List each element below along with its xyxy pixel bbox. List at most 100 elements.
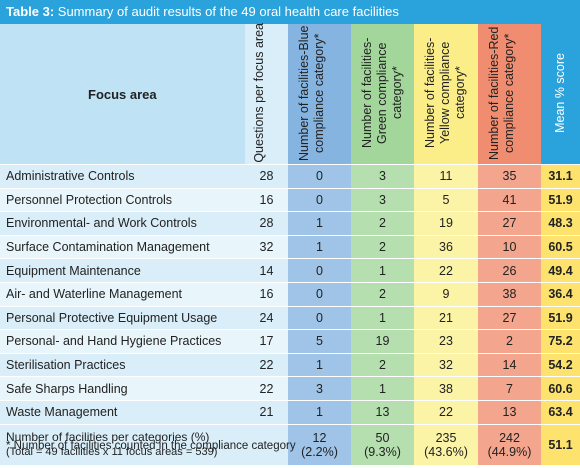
footnote: * Number of facilities counted in the co… [6, 440, 296, 452]
cell-mean: 75.2 [541, 329, 580, 354]
cell-blue: 0 [288, 164, 351, 189]
total-label-line1: Number of facilities per categories (%) [6, 430, 210, 445]
cell-green: 2 [351, 352, 414, 377]
cell-red: 38 [478, 281, 541, 307]
header-yellow: Number of facilities-Yellow compliance c… [414, 24, 478, 165]
cell-green: 1 [351, 305, 414, 330]
cell-mean: 51.9 [541, 187, 580, 212]
cell-blue: 3 [288, 376, 351, 401]
header-red: Number of facilities-Red compliance cate… [478, 24, 541, 165]
cell-questions: 22 [245, 352, 288, 377]
cell-focus-area: Surface Contamination Management [0, 234, 245, 259]
cell-green: 13 [351, 399, 414, 425]
cell-green: 3 [351, 187, 414, 212]
audit-results-table: Focus area Questions per focus area Numb… [0, 23, 580, 465]
table-row: Air- and Waterline Management 16 0 2 9 38 36.4 [0, 281, 580, 307]
table-row: Surface Contamination Management 32 1 2 36 10… [0, 234, 580, 259]
cell-yellow: 23 [414, 329, 478, 354]
cell-yellow: 19 [414, 211, 478, 236]
cell-red: 13 [478, 399, 541, 425]
cell-focus-area: Administrative Controls [0, 164, 245, 189]
cell-green: 1 [351, 258, 414, 283]
cell-questions: 16 [245, 281, 288, 307]
total-label-line2: (Total = 49 facilities x 11 focus areas … [6, 446, 218, 459]
header-focus-area: Focus area [0, 24, 245, 165]
total-mean: 51.1 [541, 423, 580, 465]
cell-focus-area: Waste Management [0, 399, 245, 425]
cell-red: 27 [478, 305, 541, 330]
table-caption: Summary of audit results of the 49 oral … [54, 4, 399, 19]
cell-questions: 21 [245, 399, 288, 425]
cell-mean: 60.6 [541, 376, 580, 401]
cell-blue: 5 [288, 329, 351, 354]
cell-green: 2 [351, 281, 414, 307]
cell-green: 3 [351, 164, 414, 189]
cell-yellow: 9 [414, 281, 478, 307]
cell-mean: 51.9 [541, 305, 580, 330]
cell-red: 7 [478, 376, 541, 401]
cell-red: 2 [478, 329, 541, 354]
cell-focus-area: Safe Sharps Handling [0, 376, 245, 401]
cell-green: 2 [351, 211, 414, 236]
cell-mean: 60.5 [541, 234, 580, 259]
cell-focus-area: Personal Protective Equipment Usage [0, 305, 245, 330]
header-questions: Questions per focus area [245, 23, 288, 165]
table-row: Personnel Protection Controls 16 0 3 5 41 51.9 [0, 187, 580, 212]
cell-mean: 54.2 [541, 352, 580, 377]
cell-red: 27 [478, 211, 541, 236]
cell-mean: 48.3 [541, 211, 580, 236]
table-row: Waste Management 21 1 13 22 13 63.4 [0, 399, 580, 425]
table-title: Table 3: Summary of audit results of the… [0, 0, 580, 24]
table-row: Administrative Controls 28 0 3 11 35 31.1 [0, 164, 580, 189]
total-row: Number of facilities per categories (%)(… [0, 423, 580, 465]
cell-focus-area: Air- and Waterline Management [0, 281, 245, 307]
cell-blue: 1 [288, 234, 351, 259]
cell-questions: 17 [245, 329, 288, 354]
total-green: 50 (9.3%) [351, 423, 414, 465]
total-yellow: 235 (43.6%) [414, 423, 478, 465]
table-number: Table 3: [6, 4, 55, 19]
cell-red: 14 [478, 352, 541, 377]
cell-mean: 63.4 [541, 399, 580, 425]
cell-blue: 0 [288, 187, 351, 212]
table-row: Safe Sharps Handling 22 3 1 38 7 60.6 [0, 376, 580, 401]
cell-blue: 0 [288, 281, 351, 307]
cell-yellow: 32 [414, 352, 478, 377]
cell-focus-area: Sterilisation Practices [0, 352, 245, 377]
header-mean: Mean % score [541, 24, 580, 165]
cell-red: 41 [478, 187, 541, 212]
table-row: Personal Protective Equipment Usage 24 0 1 2… [0, 305, 580, 330]
cell-blue: 1 [288, 211, 351, 236]
cell-questions: 32 [245, 234, 288, 259]
cell-yellow: 21 [414, 305, 478, 330]
cell-yellow: 22 [414, 399, 478, 425]
header-row: Focus area Questions per focus area Numb… [0, 23, 580, 165]
cell-blue: 0 [288, 258, 351, 283]
cell-green: 1 [351, 376, 414, 401]
header-blue: Number of facilities-Blue compliance cat… [288, 24, 351, 165]
cell-yellow: 38 [414, 376, 478, 401]
cell-questions: 16 [245, 187, 288, 212]
cell-questions: 22 [245, 376, 288, 401]
cell-blue: 1 [288, 399, 351, 425]
total-blue: 12 (2.2%) [288, 423, 351, 465]
table-row: Personal- and Hand Hygiene Practices 17 5 1… [0, 329, 580, 354]
total-red: 242 (44.9%) [478, 423, 541, 465]
total-label: Number of facilities per categories (%)(… [0, 423, 245, 465]
cell-mean: 49.4 [541, 258, 580, 283]
cell-questions: 28 [245, 164, 288, 189]
header-green: Number of facilities-Green compliance ca… [351, 24, 414, 165]
cell-mean: 36.4 [541, 281, 580, 307]
cell-blue: 1 [288, 352, 351, 377]
table-row: Sterilisation Practices 22 1 2 32 14 54.2 [0, 352, 580, 377]
cell-yellow: 36 [414, 234, 478, 259]
table-row: Environmental- and Work Controls 28 1 2 19 27… [0, 211, 580, 236]
cell-red: 35 [478, 164, 541, 189]
table-row: Equipment Maintenance 14 0 1 22 26 49.4 [0, 258, 580, 283]
cell-yellow: 22 [414, 258, 478, 283]
cell-green: 2 [351, 234, 414, 259]
cell-yellow: 5 [414, 187, 478, 212]
cell-red: 26 [478, 258, 541, 283]
cell-blue: 0 [288, 305, 351, 330]
